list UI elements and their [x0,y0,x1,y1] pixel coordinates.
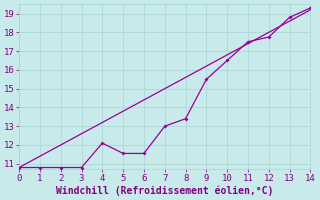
X-axis label: Windchill (Refroidissement éolien,°C): Windchill (Refroidissement éolien,°C) [56,185,274,196]
